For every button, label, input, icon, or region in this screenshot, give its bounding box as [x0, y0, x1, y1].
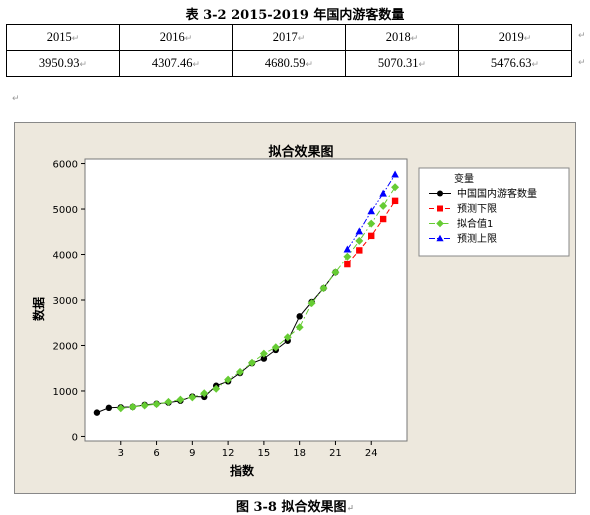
point-marker	[355, 227, 364, 235]
point-marker	[105, 404, 113, 412]
y-tick-label: 3000	[53, 296, 78, 307]
point-marker	[343, 245, 352, 253]
legend-title: 变量	[454, 172, 474, 185]
point-marker	[224, 375, 233, 384]
point-marker	[356, 247, 363, 254]
header-cell: 2015↵	[6, 24, 120, 51]
series-layer	[93, 170, 400, 416]
x-tick-label: 6	[153, 448, 159, 459]
value-cell: 4680.59↵	[232, 50, 346, 77]
legend-label: 预测上限	[457, 232, 497, 245]
y-tick-label: 4000	[53, 251, 78, 262]
point-marker	[368, 232, 375, 240]
legend-item: 拟合值1	[429, 217, 493, 230]
point-marker	[176, 395, 185, 404]
point-marker	[271, 343, 280, 352]
series	[344, 197, 399, 268]
point-marker	[331, 268, 340, 277]
y-tick-label: 0	[72, 432, 78, 443]
point-marker	[152, 400, 161, 409]
legend-label: 拟合值1	[457, 217, 493, 230]
y-tick-label: 1000	[53, 387, 78, 398]
point-marker	[343, 252, 352, 261]
x-tick-label: 12	[222, 448, 235, 459]
point-marker	[164, 397, 173, 406]
x-tick-label: 9	[189, 448, 195, 459]
series	[343, 170, 399, 253]
x-axis-label: 指数	[230, 463, 255, 478]
header-cell: 2017↵	[232, 24, 346, 51]
table-header-row: 2015↵ 2016↵ 2017↵ 2018↵ 2019↵	[6, 24, 572, 51]
figure-frame: 拟合效果图 指数 数据 0 1000 2000 3000 4000 5000 6000 3 6 9…	[14, 122, 576, 494]
legend-label: 预测下限	[457, 202, 497, 215]
point-marker	[355, 236, 364, 245]
series	[116, 183, 400, 413]
point-marker	[437, 190, 443, 197]
chart-title: 拟合效果图	[268, 144, 333, 160]
y-axis-label: 数据	[31, 297, 46, 321]
value-cell: 5476.63↵	[458, 50, 572, 77]
chart-svg: 拟合效果图 指数 数据 0 1000 2000 3000 4000 5000 6000 3 6 9…	[31, 144, 570, 478]
legend-item: 预测上限	[429, 232, 497, 245]
x-tick-label: 18	[293, 448, 306, 459]
point-marker	[93, 409, 101, 416]
point-marker	[236, 367, 245, 376]
point-marker	[188, 393, 197, 402]
point-marker	[259, 349, 268, 358]
point-marker	[319, 284, 328, 293]
point-marker	[296, 313, 303, 320]
point-marker	[128, 402, 137, 411]
point-marker	[391, 170, 399, 178]
legend-item: 中国国内游客数量	[429, 187, 537, 200]
legend-label: 中国国内游客数量	[457, 187, 537, 200]
point-marker	[247, 358, 256, 367]
point-marker	[379, 189, 387, 197]
point-marker	[116, 404, 125, 413]
point-marker	[200, 389, 209, 398]
point-marker	[140, 401, 149, 410]
y-tick-label: 2000	[53, 341, 78, 352]
value-cell: 3950.93↵	[6, 50, 120, 77]
row-end-mark: ↵	[578, 31, 586, 41]
value-cell: 5070.31↵	[345, 50, 459, 77]
y-tick-label: 5000	[53, 205, 78, 216]
point-marker	[212, 384, 221, 393]
value-cell: 4307.46↵	[119, 50, 233, 77]
point-marker	[436, 234, 444, 242]
point-marker	[367, 207, 376, 215]
x-tick-label: 15	[258, 448, 271, 459]
x-tick-label: 21	[329, 448, 342, 459]
x-tick-label: 24	[365, 448, 378, 459]
tourist-table: 2015↵ 2016↵ 2017↵ 2018↵ 2019↵ 3950.93↵ 4…	[6, 24, 572, 77]
header-cell: 2016↵	[119, 24, 233, 51]
point-marker	[295, 323, 304, 332]
header-cell: 2019↵	[458, 24, 572, 51]
paragraph-mark: ↵	[12, 94, 20, 104]
plot-area	[84, 158, 408, 442]
point-marker	[391, 197, 399, 205]
header-cell: 2018↵	[345, 24, 459, 51]
row-end-mark: ↵	[578, 58, 586, 68]
table-title: 表 3-2 2015-2019 年国内游客数量	[185, 8, 405, 23]
x-tick-label: 3	[118, 448, 124, 459]
legend-item: 预测下限	[429, 202, 497, 215]
point-marker	[437, 205, 443, 212]
axes: 0 1000 2000 3000 4000 5000 6000 3 6 9 12 15 18 21 24	[53, 160, 378, 459]
figure-caption: 图 3-8 拟合效果图↵	[235, 500, 355, 515]
point-marker	[344, 260, 351, 268]
point-marker	[307, 299, 316, 308]
point-marker	[367, 219, 376, 228]
point-marker	[260, 355, 268, 362]
point-marker	[379, 201, 388, 210]
point-marker	[379, 215, 387, 223]
legend-box	[418, 167, 570, 257]
point-marker	[436, 219, 444, 228]
point-marker	[391, 183, 400, 192]
table-value-row: 3950.93↵ 4307.46↵ 4680.59↵ 5070.31↵ 5476…	[6, 50, 572, 77]
point-marker	[283, 333, 292, 342]
y-tick-label: 6000	[53, 160, 78, 171]
